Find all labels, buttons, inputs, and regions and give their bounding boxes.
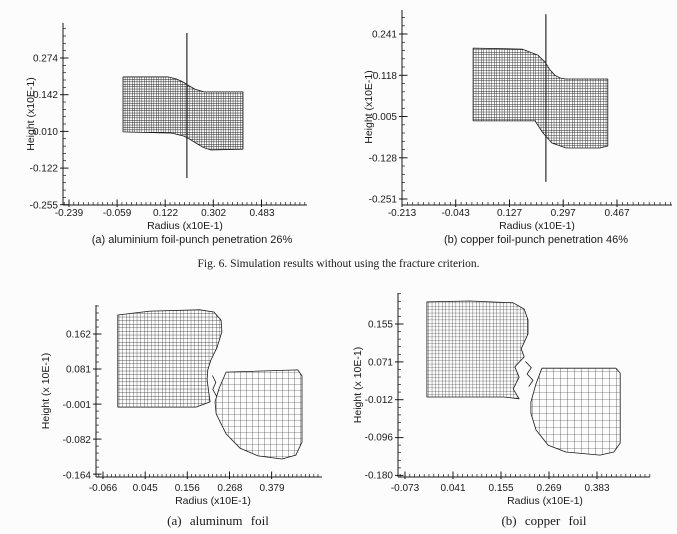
y-tick-label: 0.010 — [33, 127, 58, 138]
panel-caption-top-left: (a) aluminium foil-punch penetration 26% — [91, 234, 293, 246]
mesh-region-sheet — [472, 47, 609, 149]
y-tick-label: -0.128 — [369, 153, 398, 164]
panel-top-left: -0.239 -0.059 0.122 0.302 0.483 0.274 0.142 0.0… — [30, 23, 307, 219]
x-tick-label: 0.269 — [536, 483, 561, 494]
y-tick-label: -0.251 — [369, 195, 398, 206]
fracture-fragments — [525, 361, 534, 387]
x-tick-label: 0.041 — [440, 483, 465, 494]
y-tick-label: 0.118 — [373, 71, 398, 82]
panel-bottom-left: -0.066 0.045 0.156 0.268 0.379 0.162 0.081 -0.0… — [63, 305, 322, 494]
x-tick-label: 0.467 — [604, 208, 629, 219]
mesh-region-sheet — [122, 76, 244, 151]
y-tick-label: 0.155 — [368, 320, 393, 331]
panel-caption-top-right: (b) copper foil-punch penetration 46% — [443, 234, 629, 246]
x-tick-label: 0.268 — [217, 483, 242, 494]
x-tick-label: -0.213 — [388, 208, 417, 219]
y-tick-label: 0.081 — [66, 365, 91, 376]
x-tick-label: 0.483 — [249, 208, 274, 219]
x-axis-label-top-right: Radius (x10E-1) — [499, 220, 575, 232]
y-tick-label: -0.255 — [30, 201, 59, 212]
x-tick-label: 0.045 — [133, 483, 158, 494]
y-axis-label-top-right: Height (x10E-1) — [363, 70, 375, 144]
mesh-region-right-sheet — [530, 367, 621, 456]
x-tick-label: 0.302 — [201, 208, 226, 219]
x-tick-label: -0.043 — [442, 208, 471, 219]
y-tick-label: -0.005 — [369, 112, 398, 123]
mesh-region-right-sheet — [214, 369, 303, 460]
x-axis-label-bottom-right: Radius (x10E-1) — [507, 495, 583, 507]
x-tick-label: 0.156 — [175, 483, 200, 494]
figure-caption: Fig. 6. Simulation results without using… — [197, 258, 480, 270]
y-axis-label-bottom-left: Height (x 10E-1) — [40, 352, 52, 430]
y-tick-label: 0.274 — [33, 54, 58, 65]
y-tick-label: -0.122 — [30, 164, 59, 175]
mesh-region-left-sheet — [426, 300, 529, 400]
y-tick-label: -0.164 — [63, 471, 92, 482]
y-tick-label: -0.096 — [365, 433, 394, 444]
x-tick-label: -0.066 — [89, 483, 118, 494]
x-tick-label: 0.379 — [259, 483, 284, 494]
panel-caption-bottom-left: (a) aluminum foil — [167, 513, 269, 528]
x-tick-label: -0.239 — [55, 208, 84, 219]
x-tick-label: 0.122 — [153, 208, 178, 219]
y-tick-label: -0.001 — [63, 400, 92, 411]
y-tick-label: -0.012 — [365, 395, 394, 406]
mesh-region-left-sheet — [117, 309, 223, 408]
y-tick-label: 0.071 — [368, 357, 393, 368]
x-tick-label: -0.059 — [103, 208, 132, 219]
y-axis-label-bottom-right: Height (x 10E-1) — [352, 346, 364, 424]
y-axis-label-top-left: Height (x10E-1) — [25, 77, 37, 151]
x-tick-label: 0.383 — [584, 483, 609, 494]
x-tick-label: -0.073 — [391, 483, 420, 494]
x-tick-label: 0.297 — [551, 208, 576, 219]
y-tick-label: -0.082 — [63, 435, 92, 446]
x-axis-label-bottom-left: Radius (x10E-1) — [175, 495, 251, 507]
panel-top-right: -0.213 -0.043 0.127 0.297 0.467 0.241 0.118 -0.… — [369, 10, 672, 219]
fracture-fragments — [212, 375, 217, 397]
x-tick-label: 0.155 — [488, 483, 513, 494]
x-axis-label-top-left: Radius (x10E-1) — [147, 220, 223, 232]
x-tick-label: 0.127 — [497, 208, 522, 219]
panel-caption-bottom-right: (b) copper foil — [501, 513, 587, 528]
y-tick-label: 0.241 — [372, 30, 397, 41]
y-tick-label: 0.162 — [66, 330, 91, 341]
y-tick-label: 0.142 — [33, 90, 58, 101]
y-tick-label: -0.180 — [365, 471, 394, 482]
panel-bottom-right: -0.073 0.041 0.155 0.269 0.383 0.155 0.071 -0.0… — [365, 293, 651, 494]
